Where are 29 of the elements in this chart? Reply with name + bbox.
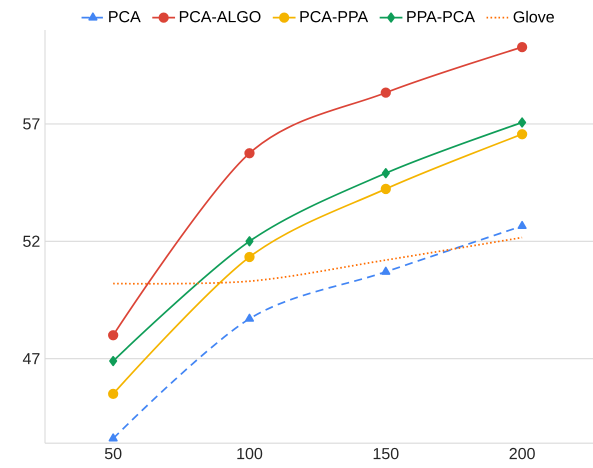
point (380, 88, 391, 98)
y-tick-label: 57 (23, 118, 40, 130)
legend-label: PCA (109, 11, 141, 22)
point (381, 266, 390, 275)
point (380, 184, 391, 194)
point (109, 356, 118, 366)
legend-label: PCA-ALGO (180, 11, 260, 22)
point (244, 252, 255, 262)
x-tick-label: 200 (510, 448, 535, 460)
point (108, 388, 118, 400)
line-series (112, 236, 523, 285)
y-tick-label: 47 (22, 353, 40, 364)
point (516, 129, 528, 140)
point (382, 168, 390, 178)
legend-label: PCA-PPA (300, 11, 368, 22)
x-tick-label: 50 (104, 448, 122, 460)
point (244, 314, 254, 322)
point (108, 433, 118, 442)
y-tick-label: 52 (23, 236, 40, 247)
legend-label: Glove (514, 10, 554, 23)
legend-label: PPA-PCA (407, 11, 475, 22)
x-tick-label: 100 (237, 448, 262, 460)
point (245, 236, 254, 246)
point (518, 220, 527, 230)
point (518, 117, 526, 128)
x-tick-label: 150 (374, 448, 399, 460)
point (516, 42, 528, 52)
point (244, 148, 255, 158)
point (108, 330, 118, 340)
